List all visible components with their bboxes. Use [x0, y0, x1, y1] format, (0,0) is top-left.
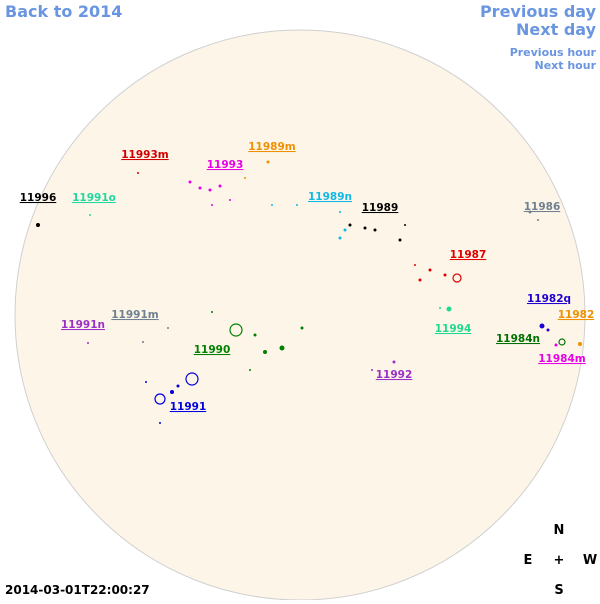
sunspot [296, 204, 298, 206]
next-day-link[interactable]: Next day [516, 20, 597, 39]
compass-center: + [554, 553, 565, 568]
sunspot [279, 345, 285, 351]
region-label: 11986 [524, 201, 561, 213]
compass-north: N [554, 523, 565, 538]
sunspot [176, 384, 180, 388]
sunspot [167, 327, 169, 329]
sunspot [170, 390, 174, 394]
sunspot [36, 223, 40, 227]
sunspot [218, 184, 222, 188]
sunspot [404, 224, 406, 226]
timestamp: 2014-03-01T22:00:27 [5, 583, 150, 597]
sunspot [554, 343, 558, 347]
region-label: 11982 [558, 309, 595, 321]
solar-disk [14, 29, 586, 601]
sunspot [185, 372, 199, 386]
back-link[interactable]: Back to 2014 [5, 2, 122, 21]
sunspot [443, 273, 447, 277]
region-label: 11982q [527, 293, 571, 305]
compass-east: E [524, 553, 533, 568]
sunspot [398, 238, 402, 242]
sunspot [558, 338, 566, 346]
region-label: 11989m [248, 141, 296, 153]
sunspot [271, 204, 273, 206]
sunspot [348, 223, 352, 227]
sunspot [578, 342, 582, 346]
sunspot [339, 211, 341, 213]
region-label: 11984n [496, 333, 540, 345]
sunspot [439, 307, 441, 309]
sunspot [428, 268, 432, 272]
sunspot [208, 188, 212, 192]
previous-hour-link[interactable]: Previous hour [510, 46, 597, 59]
region-label: 11992 [376, 369, 413, 381]
region-label: 11991 [170, 401, 207, 413]
next-hour-link[interactable]: Next hour [535, 59, 597, 72]
sunspot [414, 264, 416, 266]
sunspot [249, 369, 251, 371]
region-label: 11991o [72, 192, 116, 204]
sunspot [266, 160, 270, 164]
compass-west: W [583, 553, 597, 568]
sunspot [229, 323, 243, 337]
region-label: 11989n [308, 191, 352, 203]
sunspot [446, 306, 452, 312]
region-label: 11984m [538, 353, 586, 365]
region-label: 11993 [207, 159, 244, 171]
region-label: 11996 [20, 192, 57, 204]
sunspot [89, 214, 91, 216]
sunspot [338, 236, 342, 240]
region-label: 11994 [435, 323, 472, 335]
sunspot [244, 177, 246, 179]
sunspot [211, 204, 213, 206]
sunspot [343, 228, 347, 232]
sunspot [198, 186, 202, 190]
region-label: 11990 [194, 344, 231, 356]
sunspot [371, 369, 373, 371]
sunspot [137, 172, 139, 174]
sunspot [145, 381, 147, 383]
sunspot [363, 226, 367, 230]
sunspot [229, 199, 231, 201]
region-label: 11989 [362, 202, 399, 214]
sunspot [142, 341, 144, 343]
sunspot [87, 342, 89, 344]
region-label: 11991m [111, 309, 159, 321]
sunspot [528, 210, 532, 214]
sunspot [418, 278, 422, 282]
region-label: 11991n [61, 319, 105, 331]
sunspot [539, 323, 545, 329]
sunspot [452, 273, 462, 283]
sunspot [537, 219, 539, 221]
sunspot [373, 228, 377, 232]
region-label: 11987 [450, 249, 487, 261]
sunspot [159, 422, 161, 424]
sunspot [188, 180, 192, 184]
sunspot [154, 393, 166, 405]
sunspot [300, 326, 304, 330]
previous-day-link[interactable]: Previous day [480, 2, 597, 21]
sunspot [392, 360, 396, 364]
sunspot [253, 333, 257, 337]
sunspot [546, 328, 550, 332]
sunspot [211, 311, 213, 313]
sunspot [263, 350, 267, 354]
compass-south: S [554, 583, 563, 598]
region-label: 11993m [121, 149, 169, 161]
